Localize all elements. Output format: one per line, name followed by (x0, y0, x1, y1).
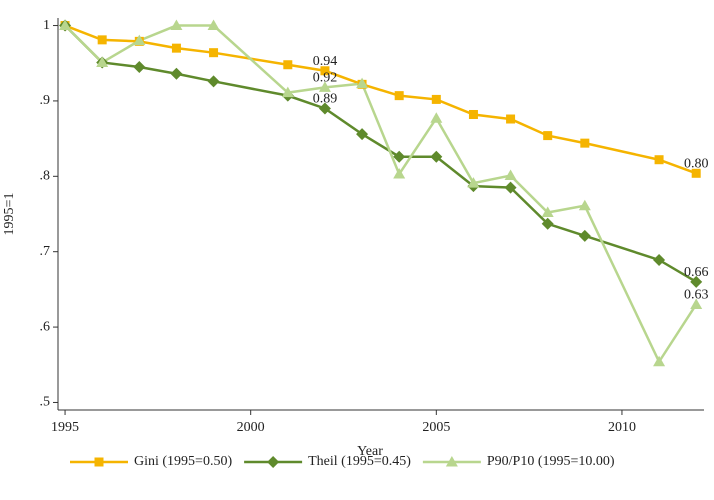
legend-marker (94, 457, 104, 467)
marker (393, 168, 406, 179)
y-tick-label: .6 (40, 319, 51, 334)
marker (504, 181, 517, 194)
marker (59, 19, 72, 31)
marker (506, 114, 516, 124)
marker (171, 43, 181, 53)
value-label: 0.66 (684, 265, 709, 280)
marker (578, 199, 591, 211)
legend-label: Gini (1995=0.50) (134, 454, 232, 469)
marker (578, 229, 591, 242)
marker (690, 275, 703, 288)
marker (281, 86, 294, 98)
y-tick-label: .7 (40, 244, 51, 259)
marker (283, 60, 293, 70)
y-tick-label: .9 (40, 93, 51, 108)
y-tick-label: .8 (40, 169, 51, 184)
marker (504, 169, 517, 181)
x-tick-label: 2000 (237, 420, 265, 435)
series-line (64, 24, 697, 175)
marker (209, 48, 219, 58)
series-line (64, 24, 698, 365)
marker (356, 77, 369, 89)
marker (653, 253, 666, 266)
legend-label: P90/P10 (1995=10.00) (487, 454, 615, 469)
value-label: 0.89 (313, 92, 338, 107)
y-axis-label: 1995=1 (2, 193, 17, 236)
value-label: 0.94 (313, 54, 338, 69)
marker (320, 66, 330, 76)
series-line (64, 24, 697, 283)
marker (170, 67, 183, 80)
marker (654, 155, 664, 165)
marker (356, 128, 369, 141)
value-label: 0.80 (684, 157, 709, 172)
x-tick-label: 1995 (51, 420, 79, 435)
marker (467, 177, 480, 188)
marker (690, 298, 703, 309)
marker (207, 75, 220, 88)
marker (96, 56, 109, 67)
marker (691, 168, 701, 178)
marker (431, 94, 441, 104)
marker (318, 81, 331, 92)
marker (393, 150, 406, 163)
marker (541, 217, 554, 230)
x-tick-label: 2005 (422, 420, 450, 435)
marker (318, 102, 331, 115)
x-tick-label: 2010 (608, 420, 636, 435)
marker (170, 19, 183, 31)
legend-marker (445, 456, 458, 467)
y-tick-label: 1 (43, 18, 50, 33)
marker (653, 355, 666, 367)
marker (207, 19, 220, 31)
marker (394, 91, 404, 101)
x-axis-label: Year (357, 444, 383, 459)
marker (133, 34, 146, 46)
marker (543, 131, 553, 141)
value-label: 0.92 (313, 71, 338, 86)
marker (580, 138, 590, 148)
marker (430, 150, 443, 163)
legend-marker (267, 456, 280, 468)
value-label: 0.63 (684, 288, 709, 303)
y-tick-label: .5 (40, 395, 51, 410)
marker (97, 35, 107, 45)
legend-label: Theil (1995=0.45) (308, 454, 411, 469)
marker (541, 206, 554, 217)
marker (133, 61, 146, 73)
marker (430, 112, 443, 123)
marker (468, 109, 478, 119)
